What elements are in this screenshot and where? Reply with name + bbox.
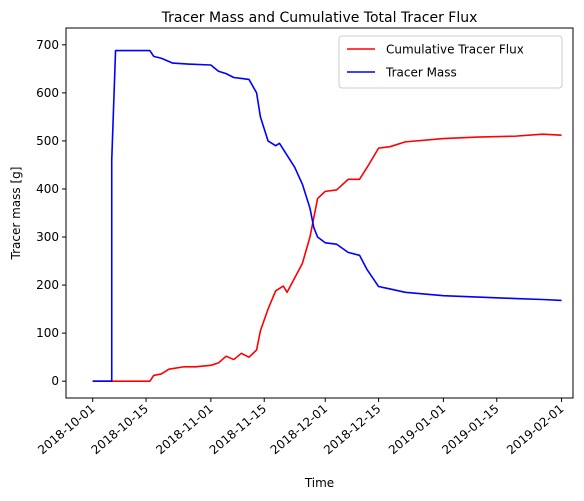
legend: Cumulative Tracer Flux Tracer Mass (338, 35, 563, 89)
series-line-tracer-mass (92, 49, 562, 382)
legend-label-flux: Cumulative Tracer Flux (386, 43, 524, 57)
y-tick-label: 400 (36, 182, 59, 196)
plot-layer (92, 49, 562, 382)
y-tick-label: 600 (36, 86, 59, 100)
y-tick-label: 200 (36, 278, 59, 292)
y-axis-label: Tracer mass [g] (9, 167, 23, 261)
y-axis: 0 100 200 300 400 500 600 700 (36, 38, 66, 388)
series-line-cumulative-tracer-flux (92, 133, 562, 382)
legend-box (338, 35, 563, 89)
y-tick-label: 0 (51, 374, 59, 388)
x-axis-label: Time (304, 476, 334, 490)
chart-title: Tracer Mass and Cumulative Total Tracer … (161, 10, 478, 26)
y-tick-label: 500 (36, 134, 59, 148)
y-tick-label: 700 (36, 38, 59, 52)
legend-label-mass: Tracer Mass (385, 66, 457, 80)
y-tick-label: 300 (36, 230, 59, 244)
axes-frame (65, 27, 574, 399)
y-tick-label: 100 (36, 326, 59, 340)
